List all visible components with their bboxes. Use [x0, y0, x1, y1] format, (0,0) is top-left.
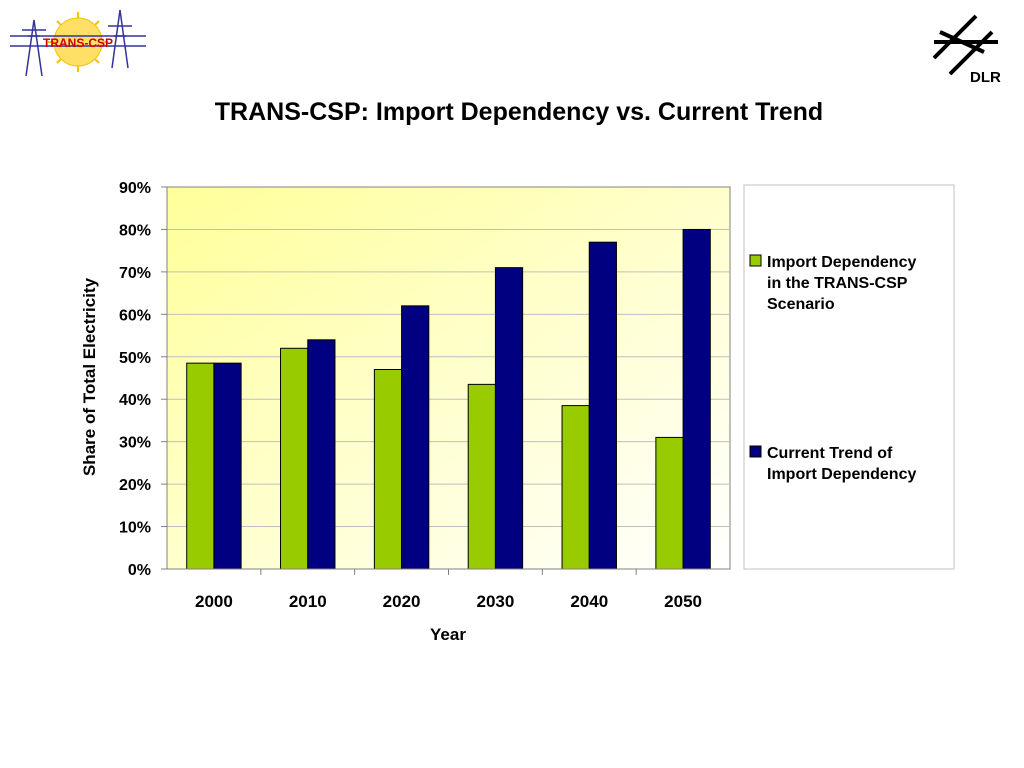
- legend-swatch: [749, 254, 762, 267]
- y-tick-label: 70%: [119, 265, 151, 282]
- legend-swatch: [749, 445, 762, 458]
- bar-current-trend: [307, 339, 336, 570]
- trans-csp-logo: TRANS-CSP: [8, 6, 148, 83]
- x-tick-label: 2050: [664, 592, 702, 611]
- bar-current-trend: [494, 267, 524, 570]
- x-axis-title: Year: [430, 625, 466, 644]
- y-tick-label: 50%: [119, 350, 151, 367]
- bar-current-trend: [588, 241, 617, 570]
- legend-box: [743, 184, 955, 570]
- y-tick-label: 60%: [119, 307, 151, 324]
- x-tick-label: 2030: [477, 592, 515, 611]
- y-tick-label: 40%: [119, 392, 151, 409]
- x-tick-label: 2020: [383, 592, 421, 611]
- x-tick-label: 2010: [289, 592, 327, 611]
- bars: [186, 228, 711, 570]
- bar-current-trend: [213, 362, 242, 570]
- legend: Import Dependency in the TRANS-CSP Scenari…: [749, 254, 916, 483]
- legend-label: Import Dependency in the TRANS-CSP Scenari…: [767, 254, 916, 313]
- bar-import-dependency: [373, 369, 403, 570]
- bar-import-dependency: [467, 383, 496, 570]
- x-tick-label: 2000: [195, 592, 233, 611]
- bar-current-trend: [401, 305, 430, 570]
- chart-title: TRANS-CSP: Import Dependency vs. Current…: [214, 98, 824, 126]
- trans-csp-logo-text: TRANS-CSP: [43, 36, 113, 50]
- bar-import-dependency: [186, 362, 215, 570]
- y-axis-title: Share of Total Electricity: [80, 277, 99, 476]
- y-tick-label: 10%: [119, 520, 151, 537]
- sun-icon: [48, 12, 108, 72]
- dlr-logo: DLR: [928, 12, 1010, 93]
- power-line-icon: [10, 9, 146, 77]
- y-tick-label: 0%: [128, 562, 151, 579]
- y-tick-label: 30%: [119, 435, 151, 452]
- dlr-logo-text: DLR: [970, 69, 1001, 86]
- legend-label: Current Trend of Import Dependency: [767, 445, 916, 483]
- dlr-logo-icon: [932, 14, 998, 76]
- y-axis-ticks: 0% 10% 20% 30% 40% 50% 60% 70% 80% 90%: [119, 180, 167, 579]
- bar-import-dependency: [280, 347, 309, 570]
- y-tick-label: 20%: [119, 477, 151, 494]
- plot-area: [166, 186, 731, 570]
- bar-current-trend: [682, 228, 711, 570]
- y-tick-label: 80%: [119, 222, 151, 239]
- x-tick-label: 2040: [570, 592, 608, 611]
- bar-import-dependency: [655, 436, 684, 570]
- x-axis-ticks: 2000 2010 2020 2030 2040 2050: [195, 569, 702, 611]
- y-tick-label: 90%: [119, 180, 151, 197]
- bar-import-dependency: [561, 405, 590, 570]
- gridlines: [167, 228, 730, 528]
